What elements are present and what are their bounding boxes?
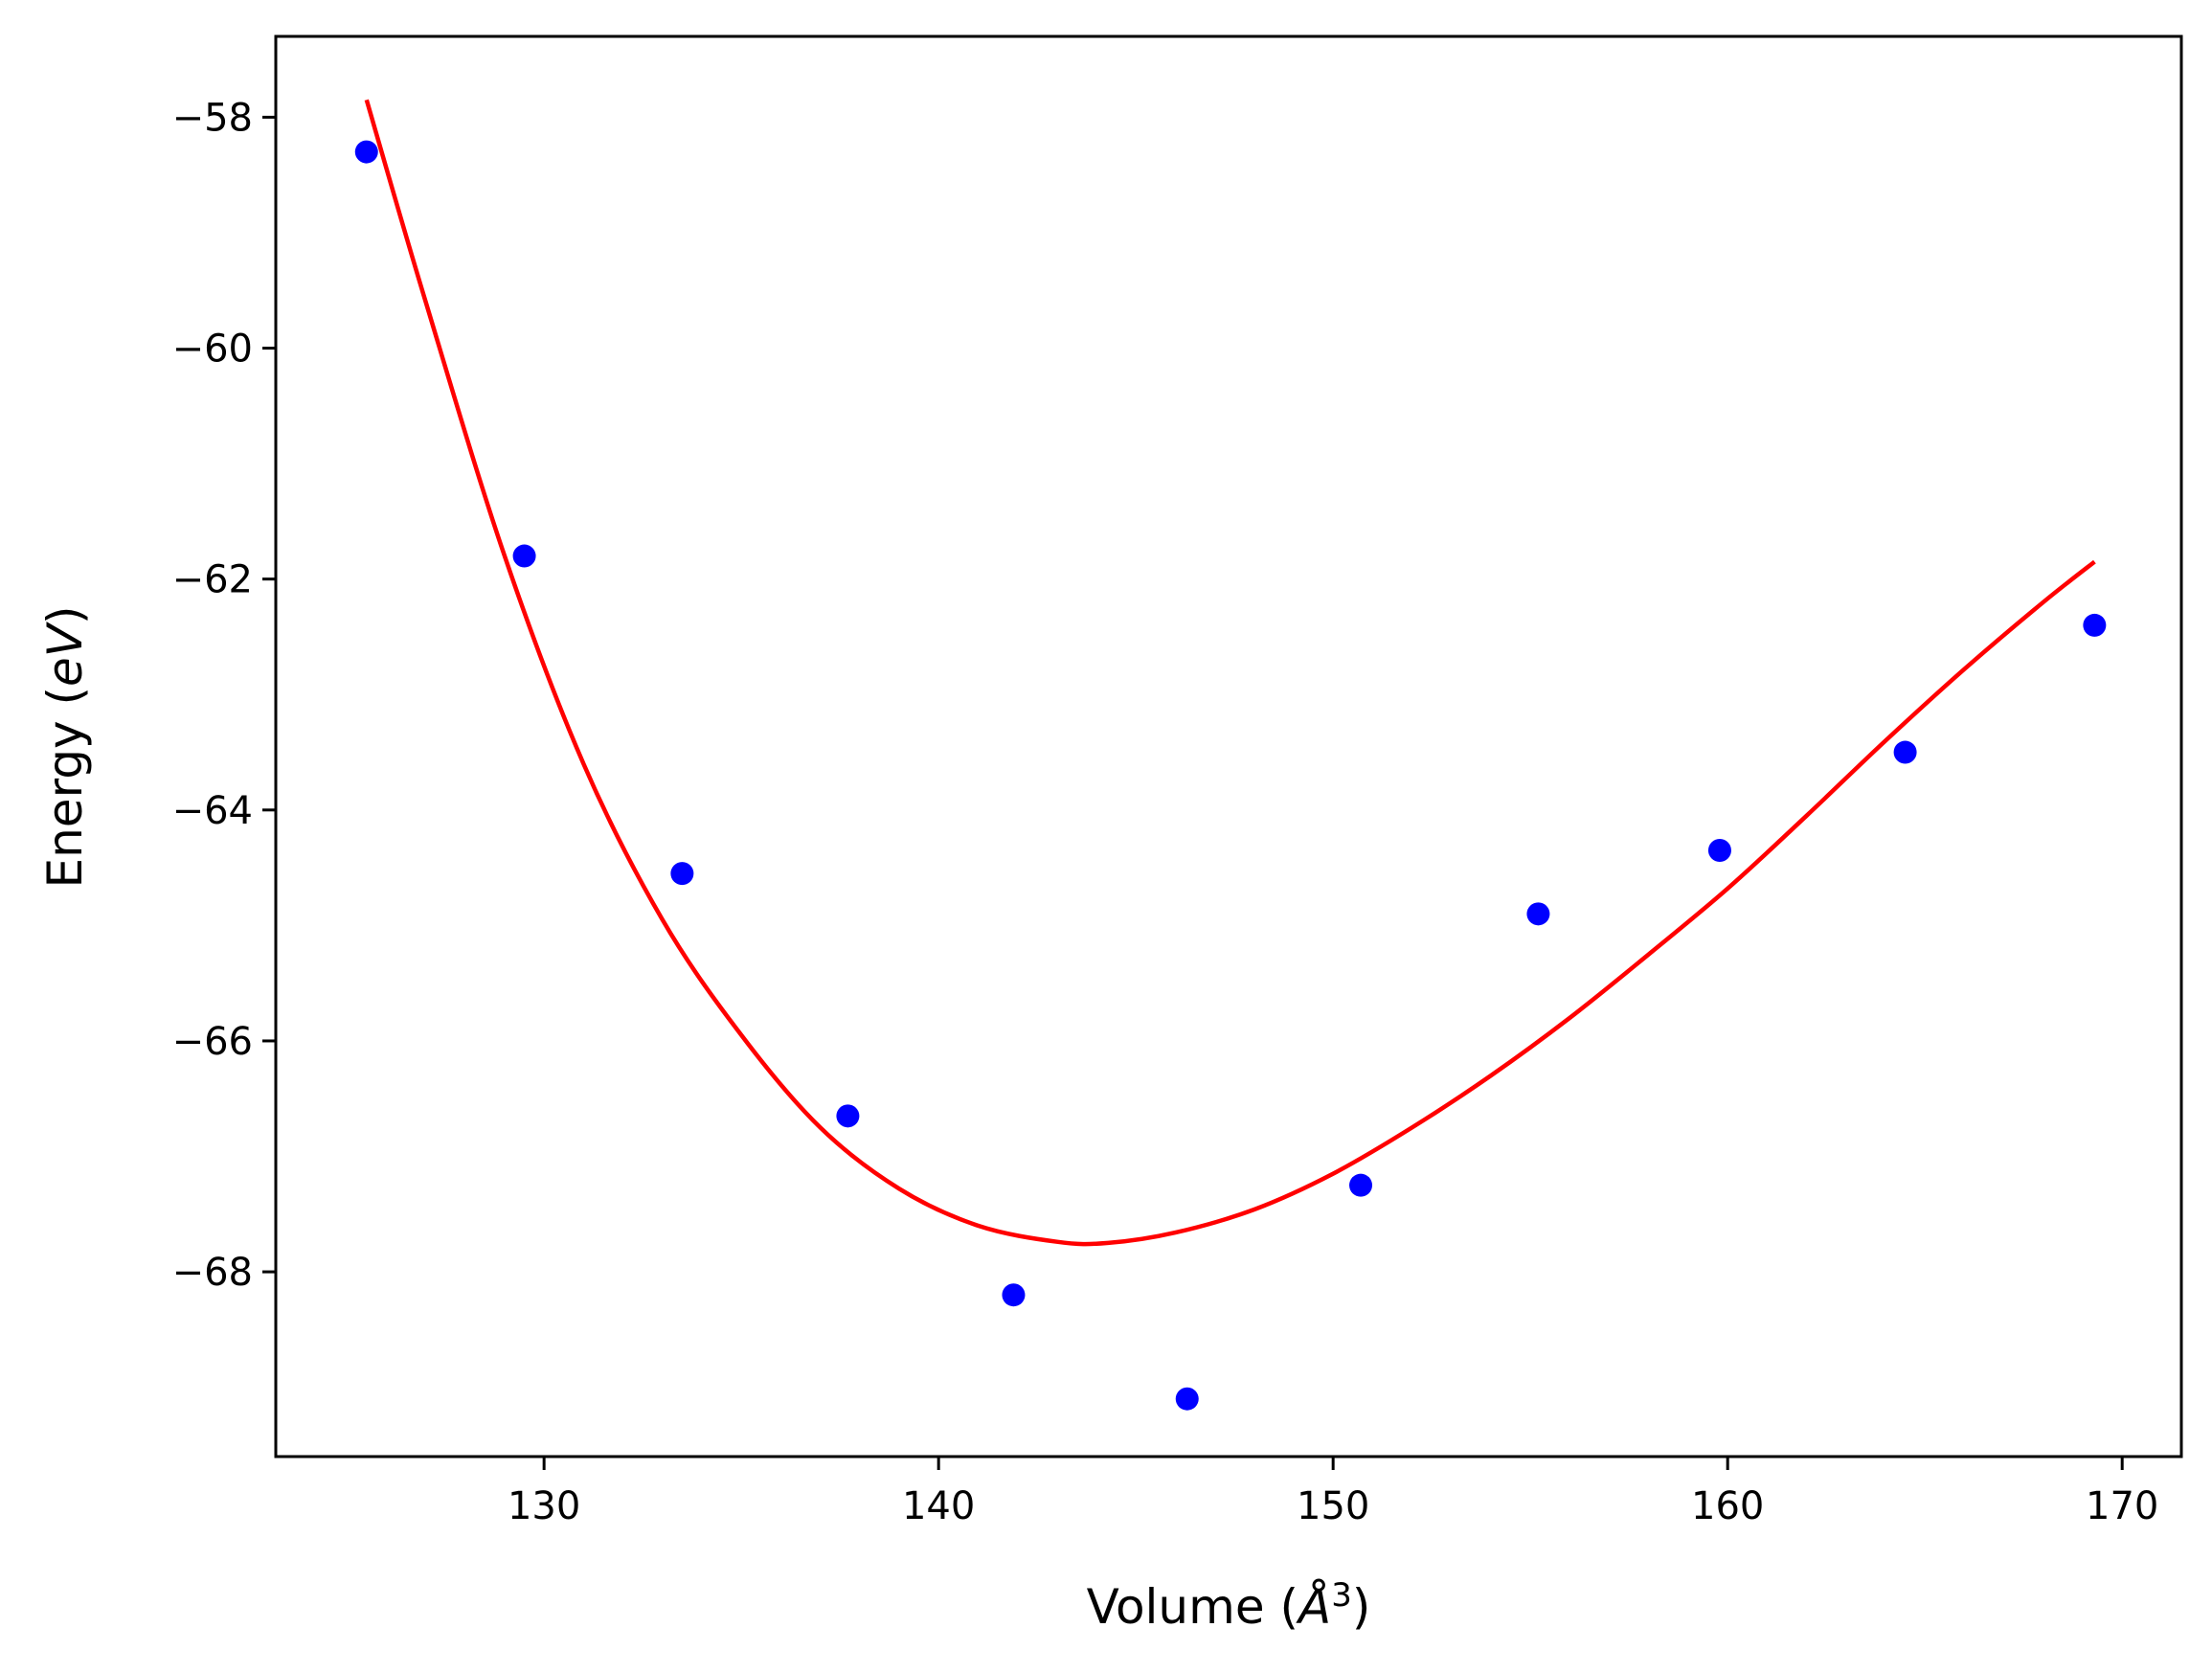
y-axis-label-unit: eV [37,621,93,687]
y-axis-ticks: −58 −60 −62 −64 −66 −68 [172,96,276,1295]
data-point [354,140,378,164]
y-axis-label: Energy (eV) [37,606,93,889]
data-point [1526,902,1550,926]
y-axis-label-text: Energy ( [37,687,93,888]
plot-frame [274,34,2183,1458]
y-axis-label-close: ) [37,606,93,625]
data-point [836,1104,860,1128]
data-point [1707,839,1731,863]
x-axis-label: Volume (Å3) [1087,1576,1371,1635]
y-tick-label: −60 [172,328,253,372]
data-points-layer [354,140,2107,1411]
data-point [670,862,694,886]
y-tick-label: −66 [172,1020,253,1064]
data-point [512,544,536,568]
y-tick-label: −64 [172,789,253,833]
x-tick-label: 170 [2086,1484,2158,1528]
y-tick-label: −58 [172,96,253,140]
data-point [1002,1283,1026,1307]
x-tick-label: 140 [902,1484,975,1528]
data-point [1349,1173,1373,1197]
x-tick-label: 160 [1691,1484,1764,1528]
x-tick-label: 130 [508,1484,580,1528]
fit-curve-layer [364,99,2096,1247]
data-point [1175,1387,1199,1411]
y-tick-label: −68 [172,1251,253,1295]
x-axis-label-exponent: 3 [1331,1576,1352,1615]
fit-curve [364,99,2096,1247]
x-tick-label: 150 [1297,1484,1369,1528]
x-axis-label-text: Volume ( [1087,1579,1298,1635]
data-point [2083,613,2107,637]
data-point [1893,740,1917,764]
y-tick-label: −62 [172,558,253,602]
x-axis-ticks: 130 140 150 160 170 [508,1457,2158,1528]
x-axis-label-unit: Å [1296,1579,1331,1635]
x-axis-label-close: ) [1352,1579,1371,1635]
